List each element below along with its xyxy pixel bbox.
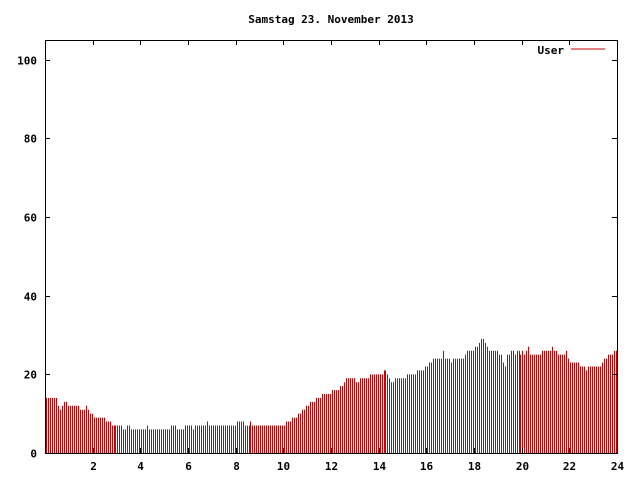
x-tick-label: 22: [563, 460, 576, 473]
x-tick-label: 8: [233, 460, 240, 473]
legend-label-user: User: [538, 44, 565, 57]
x-tick-label: 10: [277, 460, 290, 473]
x-tick-label: 16: [420, 460, 434, 473]
x-tick-label: 12: [325, 460, 338, 473]
x-tick-label: 4: [137, 460, 144, 473]
plot-frame: [45, 40, 618, 454]
bars-layer: [46, 338, 617, 453]
x-tick-label: 20: [516, 460, 529, 473]
y-tick-label: 100: [17, 55, 37, 68]
x-tick-label: 24: [611, 460, 625, 473]
chart-title: Samstag 23. November 2013: [248, 13, 414, 26]
y-tick-label: 80: [24, 133, 37, 146]
y-tick-label: 60: [24, 212, 37, 225]
legend: User: [538, 44, 605, 57]
y-tick-label: 20: [24, 369, 37, 382]
x-tick-label: 14: [373, 460, 387, 473]
y-tick-label: 0: [30, 448, 37, 461]
x-tick-label: 2: [90, 460, 97, 473]
x-tick-label: 6: [185, 460, 192, 473]
x-tick-label: 18: [468, 460, 481, 473]
y-tick-label: 40: [24, 291, 37, 304]
